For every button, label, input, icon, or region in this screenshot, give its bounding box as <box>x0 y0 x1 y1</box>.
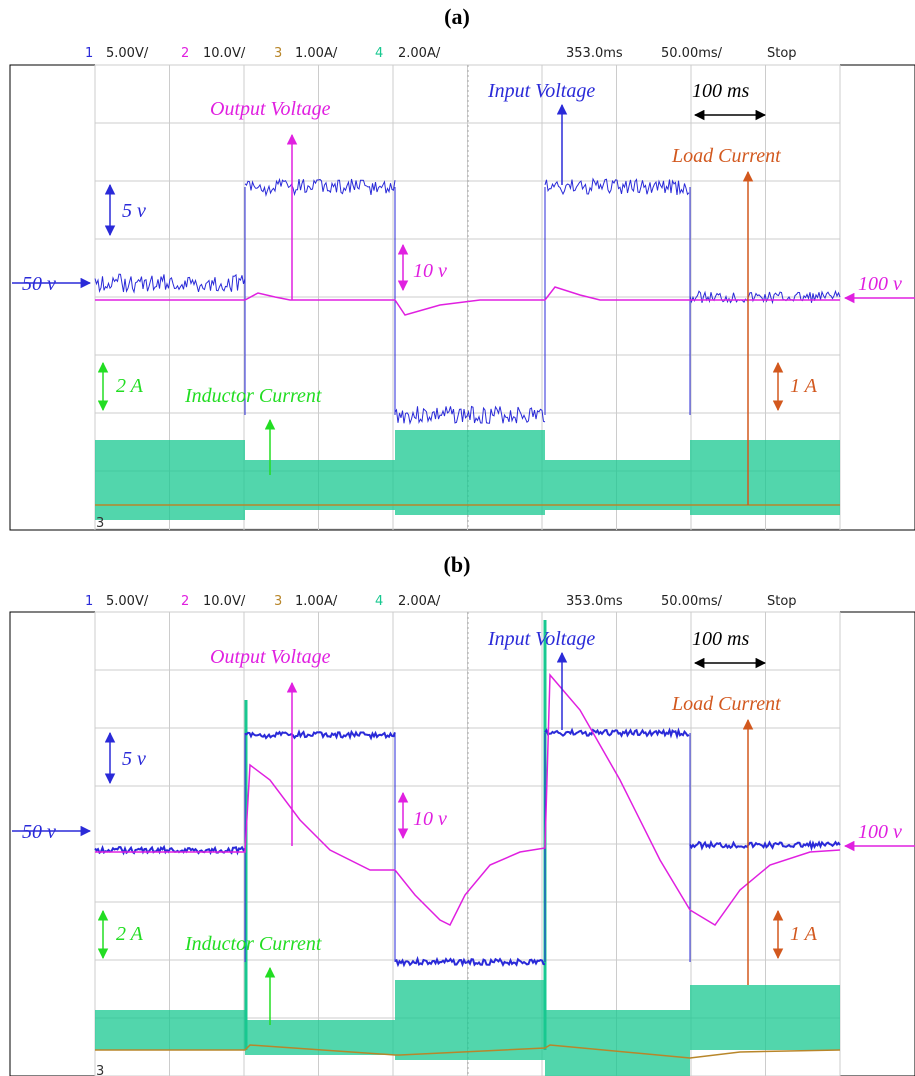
annotation-v-scale-input: 5 v <box>122 200 146 222</box>
header-status: Stop <box>767 46 797 61</box>
annotation-output-level: 100 v <box>858 273 902 295</box>
annotation-input-level: 50 v <box>22 821 56 843</box>
header-ch3: 3 <box>274 594 282 609</box>
annotation-output-voltage: Output Voltage <box>210 646 331 668</box>
panel-label: (b) <box>444 552 471 577</box>
header-ch2: 2 <box>181 594 189 609</box>
header-delay: 353.0ms <box>566 46 623 61</box>
header-status: Stop <box>767 594 797 609</box>
header-ch2-scale: 10.0V/ <box>203 46 246 61</box>
annotation-i-scale-load: 1 A <box>790 923 818 945</box>
inductor-current-band <box>95 440 245 520</box>
inductor-current-band <box>245 460 395 510</box>
annotation-v-scale-output: 10 v <box>413 260 447 282</box>
header-ch3-scale: 1.00A/ <box>295 594 338 609</box>
annotation-inductor-current: Inductor Current <box>184 933 322 955</box>
figure: (a) 1 5.00V/2 10.0V/3 1.00A/4 2.00A/353.0ms 50… <box>0 0 915 1076</box>
annotation-v-scale-output: 10 v <box>413 808 447 830</box>
inductor-current-band <box>545 1010 690 1076</box>
annotation-time-span: 100 ms <box>692 80 749 102</box>
header-ch1-scale: 5.00V/ <box>106 46 149 61</box>
header-ch2-scale: 10.0V/ <box>203 594 246 609</box>
header-delay: 353.0ms <box>566 594 623 609</box>
header-ch1: 1 <box>85 594 93 609</box>
inductor-current-band <box>395 430 545 515</box>
channel-marker: 3 <box>96 516 104 531</box>
header-ch1: 1 <box>85 46 93 61</box>
annotation-input-voltage: Input Voltage <box>487 80 595 102</box>
header-ch4: 4 <box>375 594 383 609</box>
annotation-load-current: Load Current <box>671 693 781 715</box>
header-timebase: 50.00ms/ <box>661 594 723 609</box>
annotation-time-span: 100 ms <box>692 628 749 650</box>
header-ch1-scale: 5.00V/ <box>106 594 149 609</box>
panel: (b) 1 5.00V/2 10.0V/3 1.00A/4 2.00A/353.0ms 50… <box>10 552 915 1076</box>
annotation-input-level: 50 v <box>22 273 56 295</box>
annotation-i-scale-inductor: 2 A <box>116 923 144 945</box>
annotation-input-voltage: Input Voltage <box>487 628 595 650</box>
annotation-inductor-current: Inductor Current <box>184 385 322 407</box>
annotation-output-level: 100 v <box>858 821 902 843</box>
header-ch4: 4 <box>375 46 383 61</box>
channel-marker: 3 <box>96 1064 104 1076</box>
inductor-current-band <box>690 440 840 515</box>
header-ch4-scale: 2.00A/ <box>398 594 441 609</box>
panel: (a) 1 5.00V/2 10.0V/3 1.00A/4 2.00A/353.0ms 50… <box>10 4 915 531</box>
header-timebase: 50.00ms/ <box>661 46 723 61</box>
annotation-load-current: Load Current <box>671 145 781 167</box>
header-ch3-scale: 1.00A/ <box>295 46 338 61</box>
panel-label: (a) <box>444 4 470 29</box>
annotation-v-scale-input: 5 v <box>122 748 146 770</box>
inductor-current-band <box>95 1010 245 1050</box>
header-ch3: 3 <box>274 46 282 61</box>
inductor-current-band <box>395 980 545 1060</box>
inductor-current-band <box>690 985 840 1050</box>
header-ch4-scale: 2.00A/ <box>398 46 441 61</box>
annotation-i-scale-inductor: 2 A <box>116 375 144 397</box>
annotation-output-voltage: Output Voltage <box>210 98 331 120</box>
header-ch2: 2 <box>181 46 189 61</box>
annotation-i-scale-load: 1 A <box>790 375 818 397</box>
inductor-current-band <box>545 460 690 510</box>
